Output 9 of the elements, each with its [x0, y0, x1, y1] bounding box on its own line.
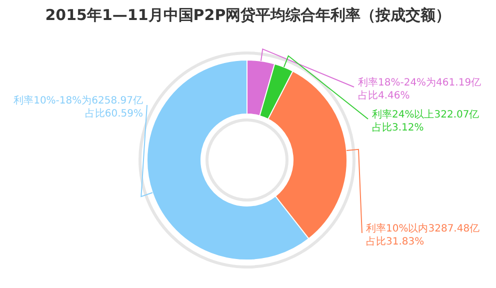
text: 占比3.12%: [372, 122, 424, 134]
text: 占比4.46%: [358, 90, 410, 102]
category-label: 利率10%以内3287.48亿: [366, 224, 480, 234]
category-label: 利率18%-24%为461.19亿: [358, 78, 482, 88]
category-label: 利率10%-18%为6258.97亿: [14, 96, 143, 106]
text: 占比60.59%: [84, 108, 143, 120]
chart-title: 2015年1—11月中国P2P网贷平均综合年利率（按成交额）: [45, 6, 451, 24]
category-label: 利率24%以上322.07亿: [372, 110, 480, 120]
text: 占比31.83%: [366, 236, 424, 248]
